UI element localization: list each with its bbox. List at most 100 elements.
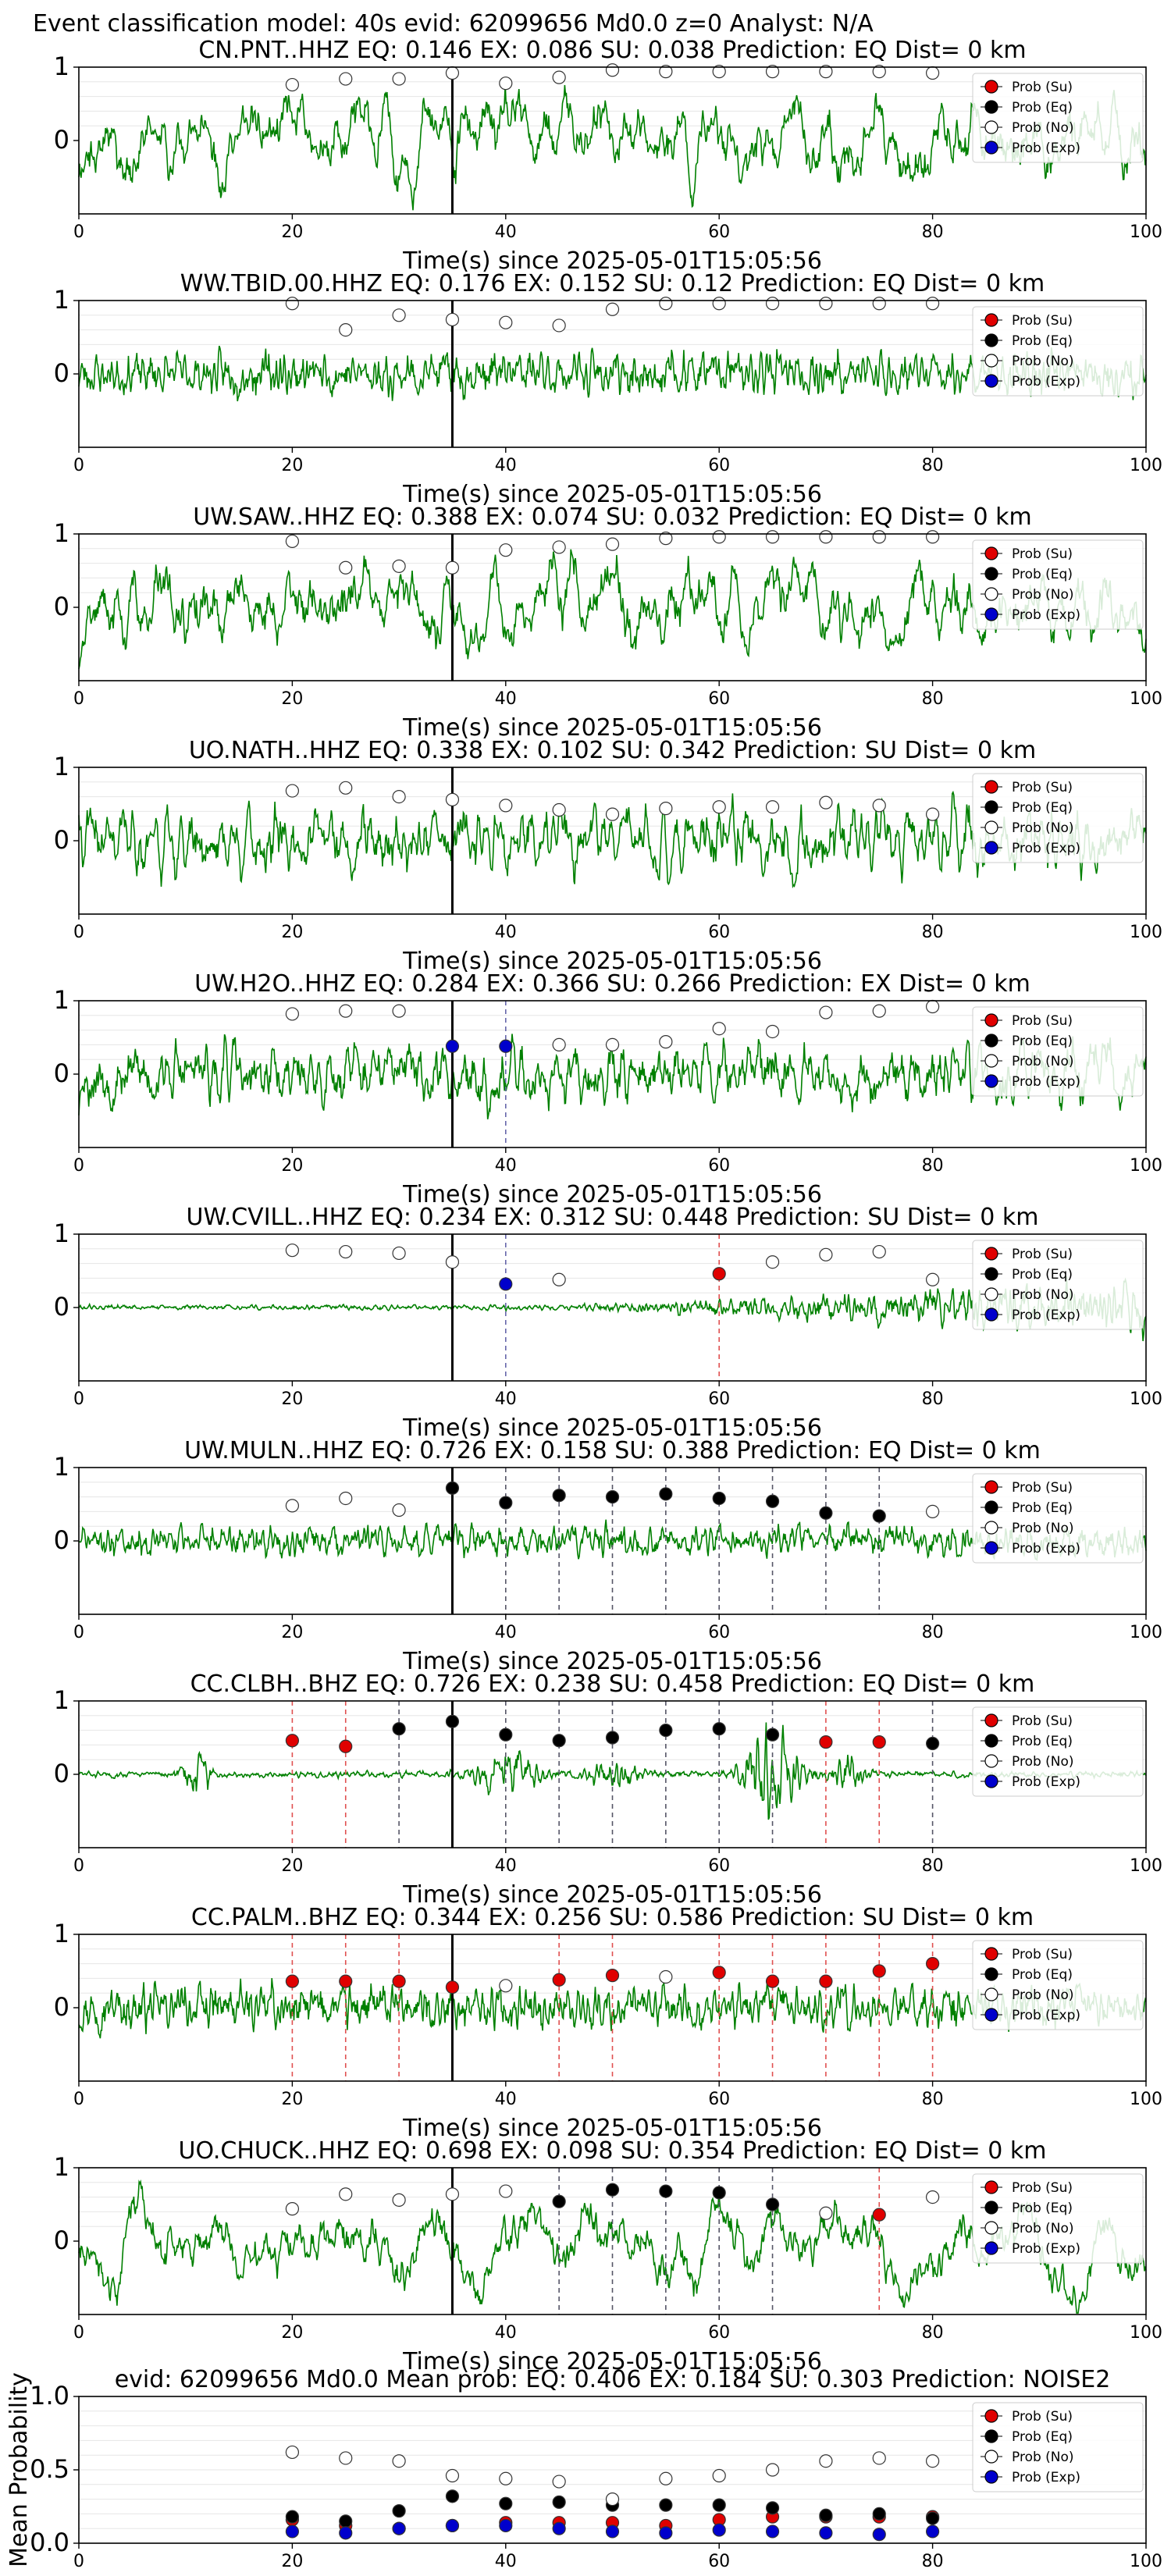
prob-marker-no [552,1037,566,1052]
legend-label: Prob (Exp) [1012,1541,1080,1557]
mean-prob-point [552,2475,566,2489]
panel-title: UW.SAW..HHZ EQ: 0.388 EX: 0.074 SU: 0.03… [193,503,1031,531]
legend-label: Prob (Eq) [1012,800,1073,816]
prob-marker-no [925,999,940,1014]
prob-marker-eq [659,1724,673,1738]
x-tick-label: 80 [922,689,944,709]
legend-box [972,773,1144,863]
waveform-trace [78,1276,1147,1342]
legend-label: Prob (Eq) [1012,1267,1073,1283]
prob-marker-eq [552,1489,566,1503]
prob-marker-no [392,1503,406,1517]
mean-prob-point [445,2518,460,2533]
legend-label: Prob (Su) [1012,780,1073,795]
mean-prob-point [499,2518,513,2533]
legend-marker [984,1734,998,1748]
x-axis-label: Time(s) since 2025-05-01T15:05:56 [402,2348,822,2375]
legend-label: Prob (Su) [1012,1013,1073,1029]
x-tick-label: 20 [281,689,303,709]
prob-marker-no [392,1004,406,1018]
x-axis-label: Time(s) since 2025-05-01T15:05:56 [402,1881,822,1909]
y-tick-label: 0 [54,1759,69,1788]
x-tick-label: 40 [495,1389,517,1409]
plot-frame [78,1700,1147,1848]
legend-marker [984,1541,998,1555]
x-tick-label: 100 [1130,689,1162,709]
mean-prob-point [552,2495,566,2509]
waveform-trace [78,790,1147,889]
legend-marker [984,2409,998,2423]
mean-prob-point [499,2471,513,2485]
legend-label: Prob (Su) [1012,1947,1073,1962]
prob-marker-exp [445,1039,460,1053]
y-tick-label: 1 [54,285,69,315]
x-axis-label: Time(s) since 2025-05-01T15:05:56 [402,247,822,275]
prob-marker-no [445,66,460,80]
prob-marker-no [605,1037,620,1052]
legend-marker [984,374,998,388]
prob-marker-no [819,530,833,544]
prob-marker-su [872,1735,886,1749]
x-axis-label: Time(s) since 2025-05-01T15:05:56 [402,2115,822,2142]
y-tick-label: 1 [54,2152,69,2182]
prob-marker-eq [925,1736,940,1751]
panel-title: UW.MULN..HHZ EQ: 0.726 EX: 0.158 SU: 0.3… [184,1437,1041,1464]
legend-label: Prob (Exp) [1012,2241,1080,2257]
prob-marker-no [392,308,406,322]
mean-prob-point [659,2526,673,2540]
legend-label: Prob (Su) [1012,2180,1073,2196]
prob-marker-exp [499,1277,513,1291]
y-tick-label: 0 [54,592,69,621]
prob-marker-no [392,559,406,573]
station-panel: WW.TBID.00.HHZ EQ: 0.176 EX: 0.152 SU: 0… [54,270,1162,508]
prob-marker-eq [605,1731,620,1745]
x-tick-label: 60 [708,456,730,475]
prob-marker-no [765,297,780,311]
x-tick-label: 0 [73,2090,84,2109]
legend-marker [984,1713,998,1727]
x-tick-label: 20 [281,1623,303,1642]
legend-label: Prob (No) [1012,1987,1074,2003]
mean-prob-point [659,2471,673,2485]
x-axis-label: Time(s) since 2025-05-01T15:05:56 [402,948,822,975]
prob-marker-no [605,537,620,551]
legend-label: Prob (Su) [1012,2409,1073,2425]
legend-marker [984,546,998,560]
legend-marker [984,1521,998,1535]
prob-marker-eq [765,1494,780,1508]
prob-marker-no [392,1246,406,1261]
x-tick-label: 0 [73,1856,84,1876]
prob-marker-su [765,1974,780,1988]
prob-marker-no [765,1255,780,1269]
x-tick-label: 20 [281,222,303,242]
legend-marker [984,2180,998,2194]
legend-box [972,1473,1144,1564]
prob-marker-su [552,1973,566,1987]
prob-marker-eq [499,1496,513,1510]
x-tick-label: 40 [495,1856,517,1876]
legend-marker [984,1287,998,1301]
prob-marker-no [285,297,299,311]
y-tick-label: 1.0 [30,2381,69,2411]
legend-label: Prob (No) [1012,2450,1074,2465]
legend-marker [984,141,998,155]
figure-suptitle: Event classification model: 40s evid: 62… [33,10,874,37]
prob-marker-no [659,65,673,79]
legend-label: Prob (Su) [1012,1480,1073,1496]
x-tick-label: 60 [708,1856,730,1876]
x-tick-label: 20 [281,2323,303,2343]
legend-label: Prob (No) [1012,1521,1074,1536]
prob-marker-no [605,807,620,821]
panel-title: CC.PALM..BHZ EQ: 0.344 EX: 0.256 SU: 0.5… [191,1904,1034,1931]
x-tick-label: 40 [495,2323,517,2343]
legend-box [972,1240,1144,1330]
panels-group: CN.PNT..HHZ EQ: 0.146 EX: 0.086 SU: 0.03… [5,37,1162,2571]
prob-marker-su [339,1739,353,1753]
y-tick-label: 1 [54,1919,69,1948]
mean-prob-point [392,2521,406,2535]
legend-marker [984,1054,998,1068]
legend-marker [984,2470,998,2484]
prob-marker-no [819,1005,833,1019]
prob-marker-no [339,1244,353,1259]
legend-marker [984,1013,998,1027]
